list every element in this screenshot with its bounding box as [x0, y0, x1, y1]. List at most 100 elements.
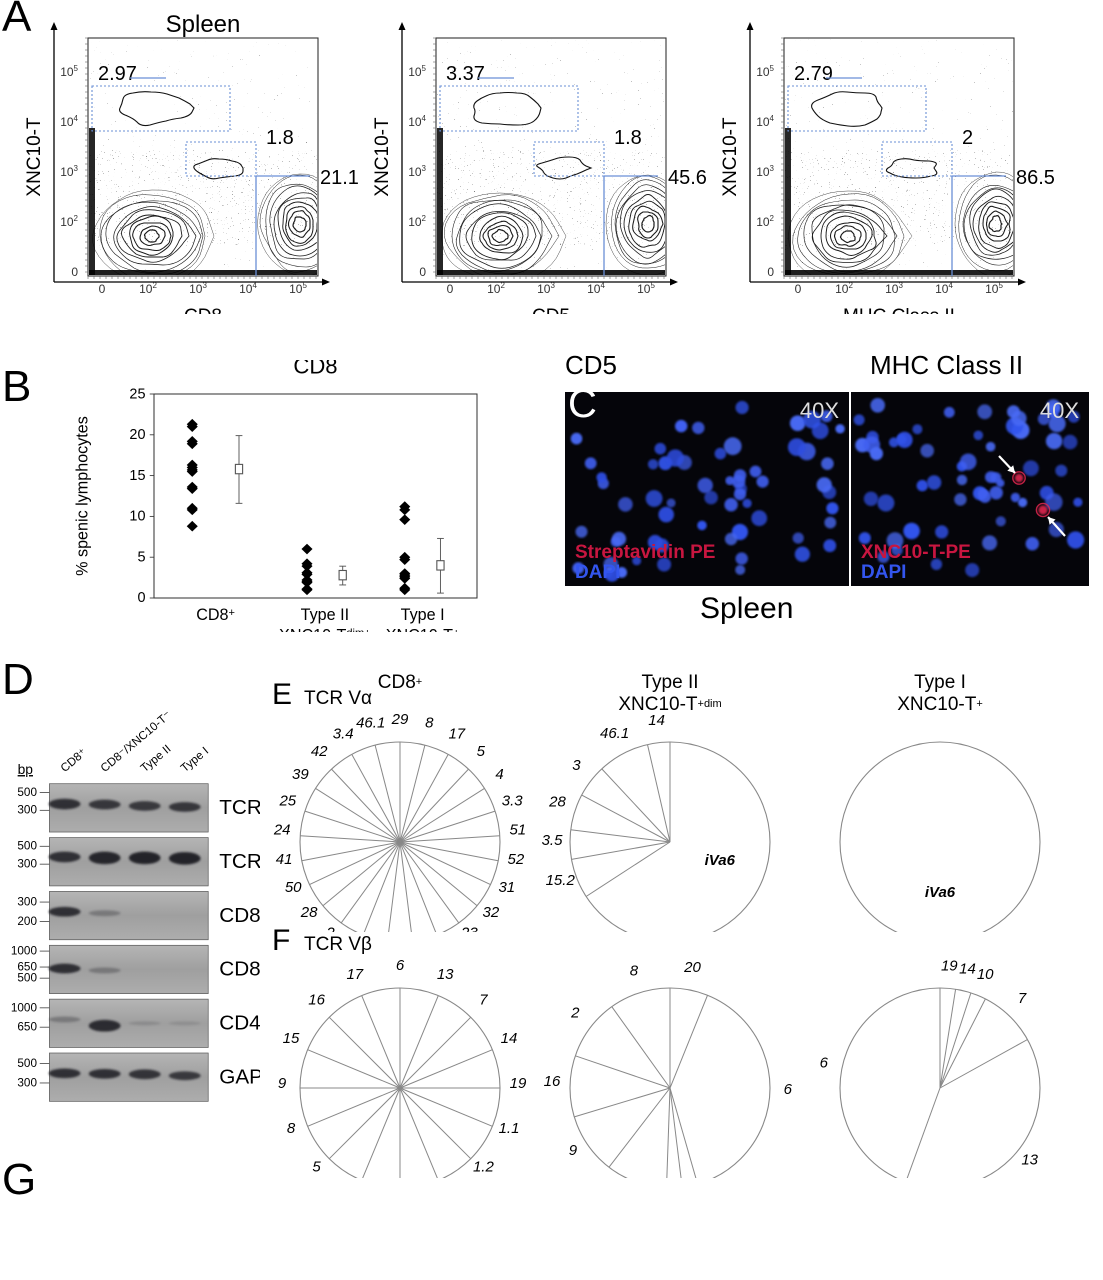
svg-text:103: 103 — [408, 164, 426, 179]
svg-text:105: 105 — [289, 281, 307, 296]
svg-text:45.6: 45.6 — [668, 167, 707, 189]
svg-text:19: 19 — [941, 957, 958, 974]
svg-text:0: 0 — [71, 265, 78, 279]
svg-text:CD8β: CD8β — [219, 958, 260, 981]
svg-text:Streptavidin PE: Streptavidin PE — [575, 542, 715, 563]
svg-text:29: 29 — [391, 711, 409, 728]
svg-text:102: 102 — [60, 214, 78, 229]
svg-text:17: 17 — [346, 966, 363, 983]
svg-text:25: 25 — [278, 793, 296, 810]
svg-text:8: 8 — [425, 715, 434, 732]
svg-text:7: 7 — [479, 992, 488, 1009]
svg-text:24: 24 — [273, 822, 291, 839]
svg-text:104: 104 — [60, 114, 78, 129]
svg-text:3: 3 — [572, 757, 581, 774]
svg-text:105: 105 — [60, 64, 78, 79]
svg-text:5: 5 — [137, 549, 145, 565]
svg-text:46.1: 46.1 — [356, 715, 385, 732]
svg-text:CD8α: CD8α — [219, 904, 260, 927]
svg-text:0: 0 — [767, 265, 774, 279]
svg-text:500: 500 — [17, 1057, 37, 1070]
svg-text:14: 14 — [648, 712, 665, 729]
svg-text:DAPI: DAPI — [575, 562, 620, 583]
svg-text:3.5: 3.5 — [542, 832, 564, 849]
svg-text:6: 6 — [784, 1081, 793, 1098]
svg-text:XNC10-T+dim: XNC10-T+dim — [618, 694, 721, 715]
svg-text:16: 16 — [544, 1073, 561, 1090]
svg-text:1.2: 1.2 — [473, 1158, 495, 1175]
svg-text:46.1: 46.1 — [600, 725, 629, 742]
svg-text:42: 42 — [311, 743, 328, 760]
svg-text:4: 4 — [495, 766, 503, 783]
svg-text:200: 200 — [17, 915, 37, 928]
svg-text:10: 10 — [129, 509, 145, 525]
svg-text:GAPDH: GAPDH — [219, 1065, 260, 1088]
svg-text:28: 28 — [548, 794, 566, 811]
svg-text:51: 51 — [509, 822, 526, 839]
svg-text:15: 15 — [129, 468, 145, 484]
svg-text:CD4: CD4 — [219, 1012, 260, 1035]
svg-text:Type I: Type I — [178, 744, 211, 774]
svg-text:105: 105 — [637, 281, 655, 296]
svg-text:1000: 1000 — [11, 945, 38, 958]
svg-text:0: 0 — [419, 265, 426, 279]
svg-text:103: 103 — [60, 164, 78, 179]
svg-text:300: 300 — [17, 804, 37, 817]
svg-text:20: 20 — [683, 959, 701, 976]
svg-text:5: 5 — [477, 743, 486, 760]
svg-text:39: 39 — [292, 766, 309, 783]
svg-text:103: 103 — [537, 281, 555, 296]
svg-text:iVa6: iVa6 — [705, 852, 736, 869]
svg-text:41: 41 — [276, 851, 293, 868]
svg-text:2.79: 2.79 — [794, 63, 833, 85]
svg-text:0: 0 — [447, 282, 454, 296]
svg-text:500: 500 — [17, 972, 37, 985]
svg-text:5: 5 — [312, 1158, 321, 1175]
svg-text:40X: 40X — [800, 398, 839, 423]
svg-text:XNC10-T: XNC10-T — [720, 117, 741, 197]
svg-text:CD8⁻/XNC10-T⁻: CD8⁻/XNC10-T⁻ — [98, 708, 174, 774]
svg-text:1.1: 1.1 — [499, 1120, 520, 1137]
svg-text:103: 103 — [756, 164, 774, 179]
svg-text:105: 105 — [985, 281, 1003, 296]
svg-text:650: 650 — [17, 1021, 37, 1034]
svg-text:14: 14 — [959, 960, 976, 977]
svg-text:13: 13 — [1021, 1152, 1038, 1169]
svg-text:6: 6 — [396, 957, 405, 974]
svg-text:102: 102 — [487, 281, 505, 296]
svg-text:16: 16 — [308, 992, 325, 1009]
svg-text:19: 19 — [510, 1075, 527, 1092]
svg-text:300: 300 — [17, 1076, 37, 1089]
svg-text:TCRβ: TCRβ — [219, 850, 260, 873]
svg-text:2.97: 2.97 — [98, 63, 137, 85]
svg-text:CD8+: CD8+ — [378, 672, 422, 693]
svg-text:104: 104 — [239, 281, 257, 296]
svg-text:CD8: CD8 — [293, 360, 337, 379]
svg-text:Type II: Type II — [641, 672, 698, 693]
svg-text:17: 17 — [448, 726, 465, 743]
svg-text:XNC10-Tdim+: XNC10-Tdim+ — [279, 627, 371, 633]
svg-text:0: 0 — [137, 590, 145, 606]
svg-text:XNC10-T: XNC10-T — [372, 117, 393, 197]
svg-text:300: 300 — [17, 896, 37, 909]
svg-text:104: 104 — [935, 281, 953, 296]
svg-text:500: 500 — [17, 840, 37, 853]
svg-text:0: 0 — [795, 282, 802, 296]
svg-text:6: 6 — [820, 1055, 829, 1072]
svg-text:7: 7 — [1018, 990, 1027, 1007]
svg-text:MHC Class II: MHC Class II — [843, 306, 955, 314]
svg-text:3.37: 3.37 — [446, 63, 485, 85]
svg-text:3.4: 3.4 — [333, 726, 354, 743]
svg-text:86.5: 86.5 — [1016, 167, 1055, 189]
svg-text:XNC10-T: XNC10-T — [24, 117, 45, 197]
svg-text:% spenic lymphocytes: % spenic lymphocytes — [74, 416, 92, 576]
svg-text:102: 102 — [835, 281, 853, 296]
svg-text:bp: bp — [18, 762, 34, 777]
svg-text:105: 105 — [756, 64, 774, 79]
svg-text:DAPI: DAPI — [861, 562, 906, 583]
svg-text:0: 0 — [99, 282, 106, 296]
svg-text:40X: 40X — [1040, 398, 1079, 423]
svg-text:104: 104 — [408, 114, 426, 129]
svg-text:CD8: CD8 — [184, 306, 222, 314]
svg-text:Spleen: Spleen — [166, 14, 241, 38]
